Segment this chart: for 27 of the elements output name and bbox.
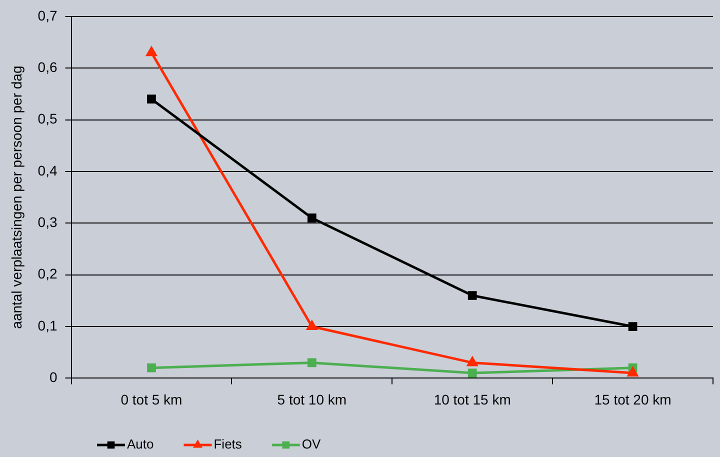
y-tick-label: 0,7 [38, 7, 58, 24]
y-tick-label: 0,2 [38, 266, 58, 282]
point [628, 367, 638, 377]
y-tick-label: 0,4 [38, 162, 58, 178]
point [468, 368, 477, 378]
point [467, 356, 478, 366]
x-tick-label: 0 tot 5 km [120, 391, 182, 408]
y-tick-label: 0,6 [38, 58, 58, 75]
y-tick-label: 0 [49, 369, 58, 386]
x-tick-label: 10 tot 15 km [434, 391, 511, 408]
point [306, 320, 318, 330]
point [147, 363, 156, 372]
point [307, 358, 316, 368]
point [146, 46, 157, 56]
x-tick-label: 5 tot 10 km [277, 391, 347, 408]
y-axis-title: aantal verplaatsingen per persoon per dag [8, 66, 24, 329]
point [468, 291, 477, 300]
y-tick-label: 0,1 [38, 317, 58, 334]
point [628, 322, 638, 331]
legend-label: Fiets [214, 436, 242, 452]
point [307, 214, 316, 222]
point [147, 94, 156, 104]
y-tick-label: 0,5 [38, 110, 58, 127]
x-tick-label: 15 tot 20 km [594, 391, 672, 408]
legend-label: OV [302, 436, 322, 452]
legend-label: Auto [127, 436, 154, 452]
y-tick-label: 0,3 [38, 214, 58, 230]
